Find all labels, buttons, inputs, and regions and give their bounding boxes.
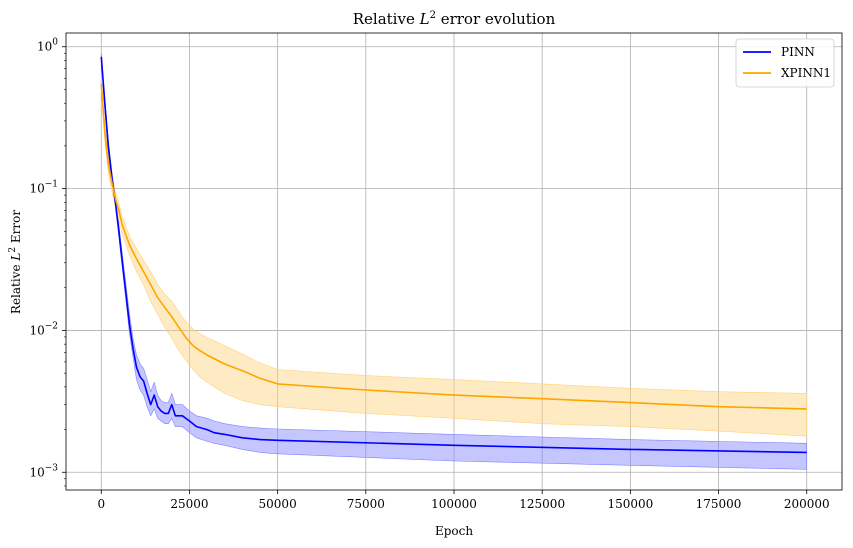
x-tick-label: 200000 [784,497,830,511]
x-tick-label: 50000 [259,497,297,511]
legend: PINN XPINN1 [735,38,835,88]
band-xpinn1 [101,78,807,437]
band-pinn [101,53,807,470]
x-tick-label: 175000 [696,497,742,511]
x-tick-label: 25000 [170,497,208,511]
x-tick-label: 75000 [347,497,385,511]
chart-title: Relative L2 error evolution [353,10,556,28]
y-tick-label: 10−3 [29,463,58,479]
y-axis-ticks: 10−3 10−2 10−1 100 [29,38,66,487]
y-axis-label: Relative L2 Error [8,210,23,314]
x-tick-label: 0 [97,497,105,511]
line-pinn [100,56,807,454]
series-lines [100,56,807,454]
line-xpinn1 [100,83,807,410]
x-axis-label: Epoch [435,524,473,538]
legend-box [735,38,835,88]
y-tick-label: 10−1 [29,180,58,196]
legend-label-pinn: PINN [781,45,815,59]
x-tick-label: 125000 [519,497,565,511]
x-tick-label: 100000 [431,497,477,511]
x-axis-ticks: 0 25000 50000 75000 100000 125000 150000 175000… [97,490,830,511]
x-tick-label: 150000 [607,497,653,511]
y-tick-label: 100 [37,38,58,54]
error-bands [101,53,807,470]
legend-label-xpinn1: XPINN1 [781,66,831,80]
y-tick-label: 10−2 [29,321,58,337]
